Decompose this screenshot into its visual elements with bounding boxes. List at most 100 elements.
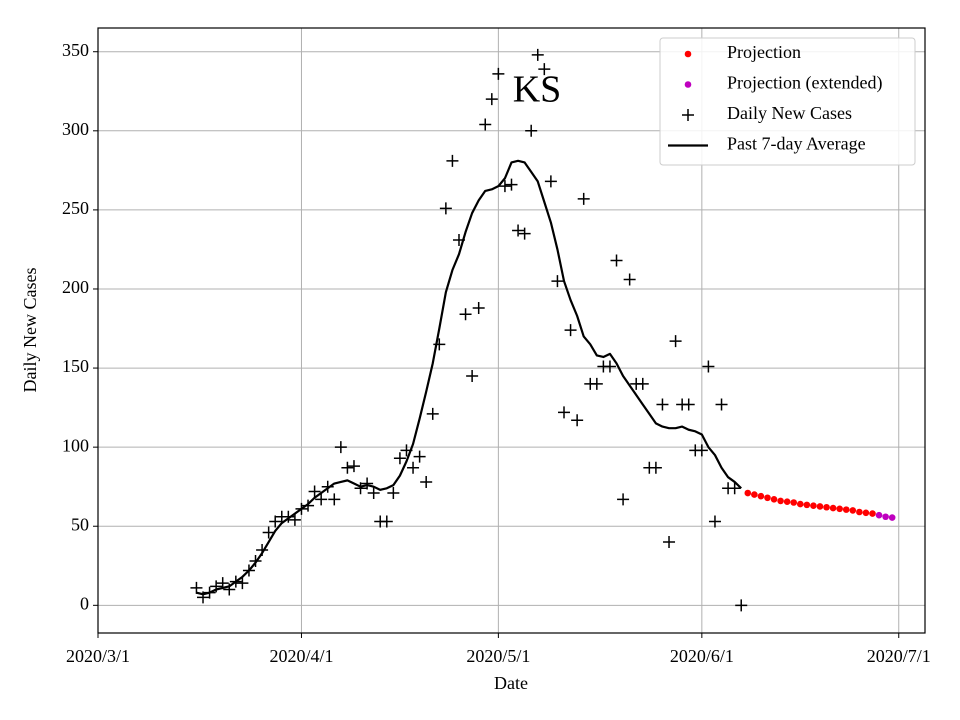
plus-marker	[367, 487, 380, 500]
plus-marker	[715, 398, 728, 411]
point	[810, 502, 817, 509]
plus-marker	[190, 581, 203, 594]
x-axis-label: Date	[494, 673, 528, 693]
point	[796, 500, 804, 508]
legend-label: Projection (extended)	[727, 73, 882, 94]
plus-marker	[492, 67, 505, 80]
point	[744, 489, 752, 497]
plus-marker	[354, 482, 367, 495]
plus-marker	[413, 450, 426, 463]
plus-marker	[334, 441, 347, 454]
legend-label: Daily New Cases	[727, 103, 852, 123]
plus-marker	[682, 398, 695, 411]
y-axis-label: Daily New Cases	[20, 268, 40, 393]
plus-marker	[485, 93, 498, 106]
legend-label: Past 7-day Average	[727, 134, 866, 154]
point	[849, 507, 857, 514]
plus-marker	[479, 118, 492, 131]
point	[803, 501, 811, 509]
plus-marker	[728, 482, 741, 495]
plus-marker	[617, 493, 630, 506]
plus-marker	[505, 178, 518, 191]
plus-marker	[590, 377, 603, 390]
plus-marker	[551, 275, 564, 288]
point	[829, 504, 837, 512]
point	[842, 506, 850, 513]
plus-marker	[328, 493, 341, 506]
plus-marker	[518, 227, 531, 240]
legend-marker	[684, 81, 692, 88]
plus-marker	[525, 124, 538, 137]
plus-marker	[269, 515, 282, 528]
plus-marker	[498, 180, 511, 193]
plus-marker	[236, 577, 249, 590]
point	[757, 492, 765, 500]
legend: Projection Projection (extended) Daily New…	[659, 37, 916, 166]
point	[862, 509, 870, 517]
y-tick-label: 50	[71, 514, 89, 534]
point	[856, 508, 863, 516]
plus-marker	[649, 461, 662, 474]
plus-marker	[544, 175, 557, 188]
plus-marker	[669, 335, 682, 348]
point	[869, 510, 876, 517]
plus-marker	[347, 460, 360, 473]
y-tick-label: 150	[62, 356, 89, 376]
point	[770, 496, 778, 503]
point	[875, 511, 883, 519]
plus-marker	[472, 301, 485, 314]
plus-marker	[512, 224, 525, 237]
plus-marker	[531, 48, 544, 61]
y-tick-label: 350	[62, 40, 89, 60]
plus-marker	[564, 324, 577, 337]
plus-marker	[308, 485, 321, 498]
point	[816, 503, 824, 510]
point	[783, 498, 791, 506]
plus-marker	[538, 63, 551, 76]
point	[751, 491, 758, 498]
point	[836, 505, 843, 513]
y-tick-label: 0	[80, 593, 89, 613]
point	[790, 499, 798, 506]
plus-marker	[459, 308, 472, 321]
plus-marker	[426, 407, 439, 420]
point	[823, 503, 830, 511]
plus-marker	[341, 461, 354, 474]
plus-marker	[288, 513, 301, 526]
plus-marker	[387, 487, 400, 500]
plus-marker	[361, 477, 374, 490]
x-tick-label: 2020/7/1	[867, 646, 931, 666]
plus-marker	[571, 414, 584, 427]
legend-marker	[684, 50, 692, 58]
plus-marker	[577, 192, 590, 205]
point	[764, 494, 771, 502]
plus-marker	[407, 461, 420, 474]
plus-marker	[708, 515, 721, 528]
plus-marker	[380, 515, 393, 528]
legend-label: Projection	[727, 42, 801, 62]
plus-marker	[695, 444, 708, 457]
plus-marker	[466, 369, 479, 382]
plus-marker	[262, 526, 275, 539]
plus-marker	[393, 452, 406, 465]
plus-marker	[623, 273, 636, 286]
plus-marker	[656, 398, 669, 411]
plus-marker	[315, 493, 328, 506]
plot-frame	[97, 27, 926, 634]
plus-marker	[446, 154, 459, 167]
legend-box	[659, 37, 916, 166]
y-tick-label: 250	[62, 198, 89, 218]
plus-marker	[682, 109, 694, 121]
x-tick-label: 2020/4/1	[269, 646, 333, 666]
point	[882, 513, 889, 521]
plus-marker	[702, 360, 715, 373]
point	[777, 497, 784, 505]
y-tick-label: 300	[62, 119, 89, 139]
plus-marker	[558, 406, 571, 419]
plus-marker	[636, 377, 649, 390]
plus-marker	[735, 599, 748, 612]
y-tick-label: 100	[62, 435, 89, 455]
y-tick-label: 200	[62, 277, 89, 297]
plus-marker	[610, 254, 623, 267]
point	[888, 514, 896, 521]
